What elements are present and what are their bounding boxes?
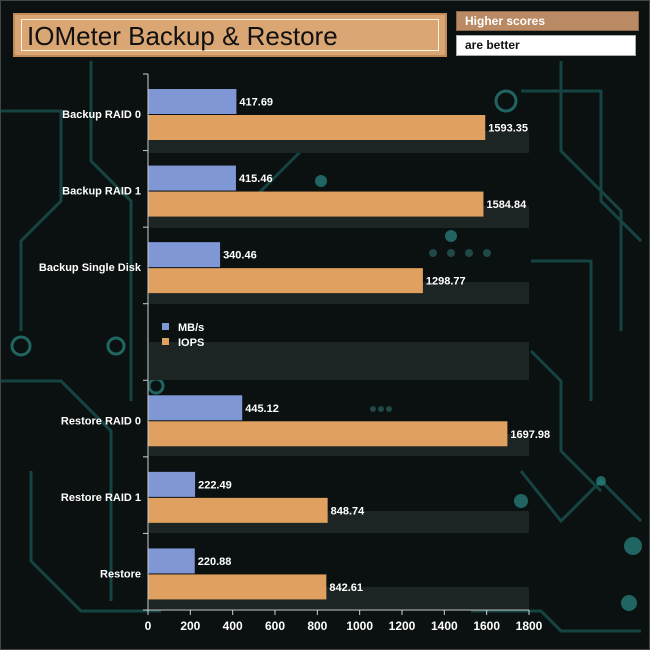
chart-title: IOMeter Backup & Restore <box>27 21 338 51</box>
category-label: Backup Single Disk <box>39 262 142 274</box>
data-label: 1593.35 <box>488 123 528 135</box>
category-label: Restore RAID 0 <box>61 415 141 427</box>
category-label: Backup RAID 0 <box>62 109 141 121</box>
data-label: 220.88 <box>198 556 232 568</box>
x-tick-label: 0 <box>145 619 152 633</box>
x-tick-label: 800 <box>307 619 327 633</box>
legend-label-mbs: MB/s <box>178 322 204 334</box>
data-label: 848.74 <box>331 505 366 517</box>
data-label: 417.69 <box>239 97 273 109</box>
bar-iops <box>148 115 486 140</box>
data-label: 445.12 <box>245 403 279 415</box>
bar-mbs <box>148 242 221 268</box>
bar-iops <box>148 268 423 294</box>
title-box: IOMeter Backup & Restore <box>13 13 447 57</box>
data-label: 222.49 <box>198 479 232 491</box>
higher-scores-note: Higher scores <box>456 11 639 31</box>
category-label: Restore RAID 1 <box>61 492 141 504</box>
data-label: 340.46 <box>223 250 257 262</box>
bar-mbs <box>148 471 196 497</box>
data-label: 1697.98 <box>510 429 550 441</box>
bar-iops <box>148 497 328 523</box>
x-tick-label: 1200 <box>389 619 416 633</box>
title-inner-border <box>21 19 439 51</box>
data-label: 1298.77 <box>426 276 466 288</box>
category-label: Restore <box>100 568 141 580</box>
data-label: 1584.84 <box>486 199 527 211</box>
x-tick-label: 600 <box>265 619 285 633</box>
x-tick-label: 400 <box>223 619 243 633</box>
legend-label-iops: IOPS <box>178 337 204 349</box>
data-label: 842.61 <box>329 582 363 594</box>
category-label: Backup RAID 1 <box>62 186 141 198</box>
x-tick-label: 1400 <box>431 619 458 633</box>
x-tick-label: 1600 <box>473 619 500 633</box>
bar-mbs <box>148 89 237 114</box>
are-better-note: are better <box>456 35 636 56</box>
x-tick-label: 1000 <box>346 619 373 633</box>
x-tick-label: 1800 <box>516 619 543 633</box>
bar-iops <box>148 421 508 447</box>
data-label: 415.46 <box>239 173 273 185</box>
x-tick-label: 200 <box>180 619 200 633</box>
bar-iops <box>148 574 327 600</box>
bar-iops <box>148 191 484 217</box>
bar-mbs <box>148 165 236 191</box>
bar-mbs <box>148 395 243 421</box>
legend-swatch-mbs <box>162 323 169 330</box>
bar-mbs <box>148 548 195 574</box>
legend-swatch-iops <box>162 338 169 345</box>
